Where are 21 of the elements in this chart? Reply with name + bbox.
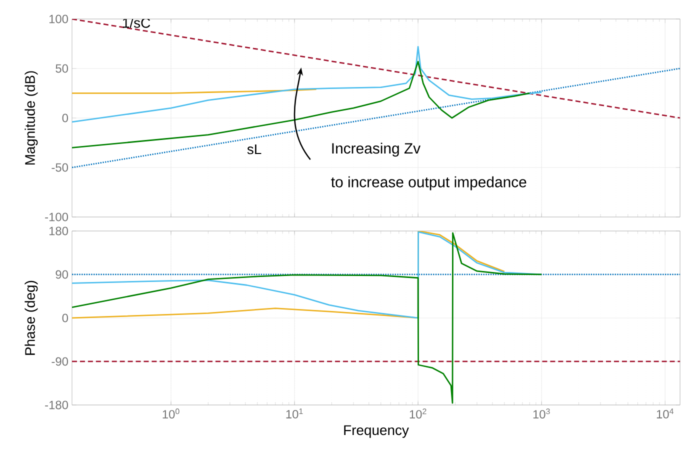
x-tick-label: 10$^{1}$ bbox=[286, 408, 303, 418]
y-tick-label: 0 bbox=[62, 114, 68, 122]
y-tick-label: 0 bbox=[62, 314, 68, 322]
y-tick-label: 50 bbox=[56, 64, 68, 73]
annotation: Increasing Zv bbox=[332, 142, 421, 157]
x-tick-label: 10$^{4}$ bbox=[656, 408, 674, 418]
x-tick-label: 10$^{3}$ bbox=[533, 408, 550, 419]
y-tick-label: -180 bbox=[45, 400, 68, 410]
y-tick-label: 90 bbox=[56, 270, 68, 279]
y-tick-label: 180 bbox=[49, 226, 68, 236]
y-tick-label: -100 bbox=[45, 212, 68, 222]
annotation: to increase output impedance bbox=[331, 176, 526, 190]
y-tick-label: -50 bbox=[52, 163, 68, 172]
y-tick-label: -90 bbox=[52, 357, 68, 366]
x-tick-label: 10$^{0}$ bbox=[162, 408, 180, 419]
x-axis-title: Frequency bbox=[344, 425, 409, 438]
series-label: sL bbox=[247, 144, 262, 154]
y-axis-title: Phase (deg) bbox=[24, 280, 38, 355]
y-tick-label: 100 bbox=[49, 14, 68, 24]
y-axis-title: Magnitude (dB) bbox=[24, 71, 38, 165]
x-tick-label: 10$^{2}$ bbox=[410, 408, 426, 419]
